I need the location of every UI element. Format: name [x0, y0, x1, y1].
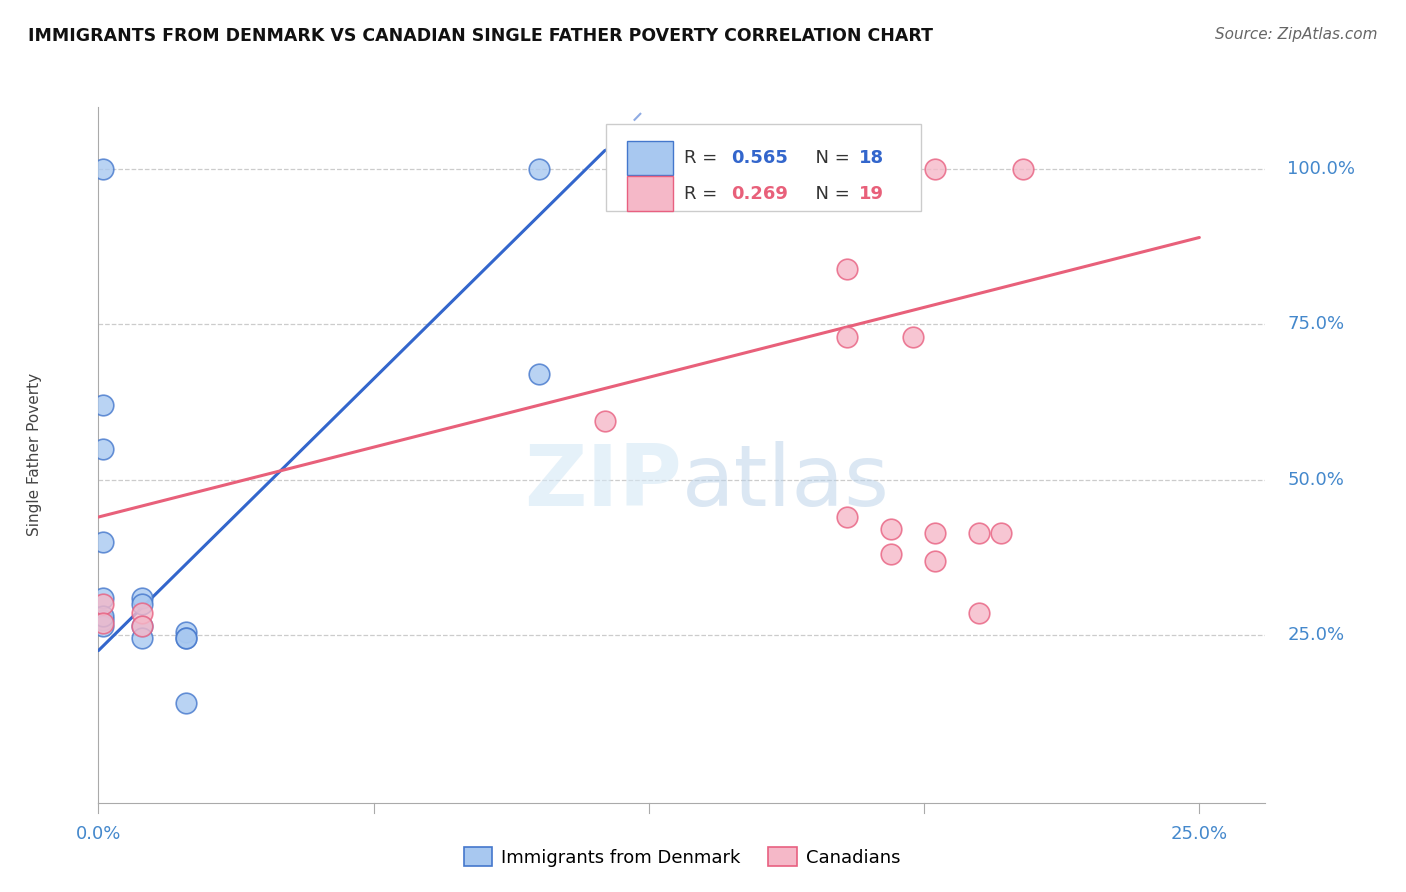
- Point: [131, 591, 153, 605]
- Point: [967, 525, 990, 540]
- Point: [91, 615, 114, 630]
- Point: [176, 631, 198, 645]
- Point: [131, 631, 153, 645]
- Text: R =: R =: [685, 149, 723, 168]
- Text: 0.565: 0.565: [731, 149, 787, 168]
- Point: [880, 523, 903, 537]
- Point: [924, 162, 946, 177]
- Point: [924, 553, 946, 567]
- Text: R =: R =: [685, 185, 723, 202]
- Text: Source: ZipAtlas.com: Source: ZipAtlas.com: [1215, 27, 1378, 42]
- Text: N =: N =: [804, 149, 856, 168]
- Point: [91, 398, 114, 412]
- Point: [176, 697, 198, 711]
- Point: [593, 414, 616, 428]
- Point: [176, 631, 198, 645]
- FancyBboxPatch shape: [606, 124, 921, 211]
- FancyBboxPatch shape: [627, 177, 672, 211]
- Point: [91, 591, 114, 605]
- Point: [835, 330, 858, 344]
- Point: [527, 162, 550, 177]
- Text: 18: 18: [859, 149, 884, 168]
- Point: [91, 609, 114, 624]
- Text: 100.0%: 100.0%: [1288, 161, 1355, 178]
- Point: [91, 534, 114, 549]
- Point: [131, 607, 153, 621]
- Point: [176, 624, 198, 639]
- Point: [835, 162, 858, 177]
- Text: N =: N =: [804, 185, 856, 202]
- Point: [131, 619, 153, 633]
- Point: [527, 367, 550, 381]
- Text: 50.0%: 50.0%: [1288, 471, 1344, 489]
- Point: [131, 597, 153, 611]
- Text: atlas: atlas: [682, 442, 890, 524]
- Point: [880, 547, 903, 561]
- Legend: Immigrants from Denmark, Canadians: Immigrants from Denmark, Canadians: [457, 839, 907, 874]
- Point: [91, 613, 114, 627]
- Point: [924, 525, 946, 540]
- Text: 19: 19: [859, 185, 884, 202]
- Text: 25.0%: 25.0%: [1171, 824, 1227, 843]
- Point: [1012, 162, 1035, 177]
- FancyBboxPatch shape: [627, 141, 672, 176]
- Text: 75.0%: 75.0%: [1288, 316, 1344, 334]
- Point: [967, 607, 990, 621]
- Text: 0.269: 0.269: [731, 185, 787, 202]
- Point: [91, 619, 114, 633]
- Text: IMMIGRANTS FROM DENMARK VS CANADIAN SINGLE FATHER POVERTY CORRELATION CHART: IMMIGRANTS FROM DENMARK VS CANADIAN SING…: [28, 27, 934, 45]
- Point: [91, 442, 114, 456]
- Point: [835, 510, 858, 524]
- Point: [131, 619, 153, 633]
- Text: Single Father Poverty: Single Father Poverty: [27, 374, 42, 536]
- Point: [990, 525, 1012, 540]
- Point: [901, 330, 924, 344]
- Point: [835, 261, 858, 276]
- Text: 0.0%: 0.0%: [76, 824, 121, 843]
- Text: ZIP: ZIP: [524, 442, 682, 524]
- Text: 25.0%: 25.0%: [1288, 626, 1344, 644]
- Point: [91, 597, 114, 611]
- Point: [91, 162, 114, 177]
